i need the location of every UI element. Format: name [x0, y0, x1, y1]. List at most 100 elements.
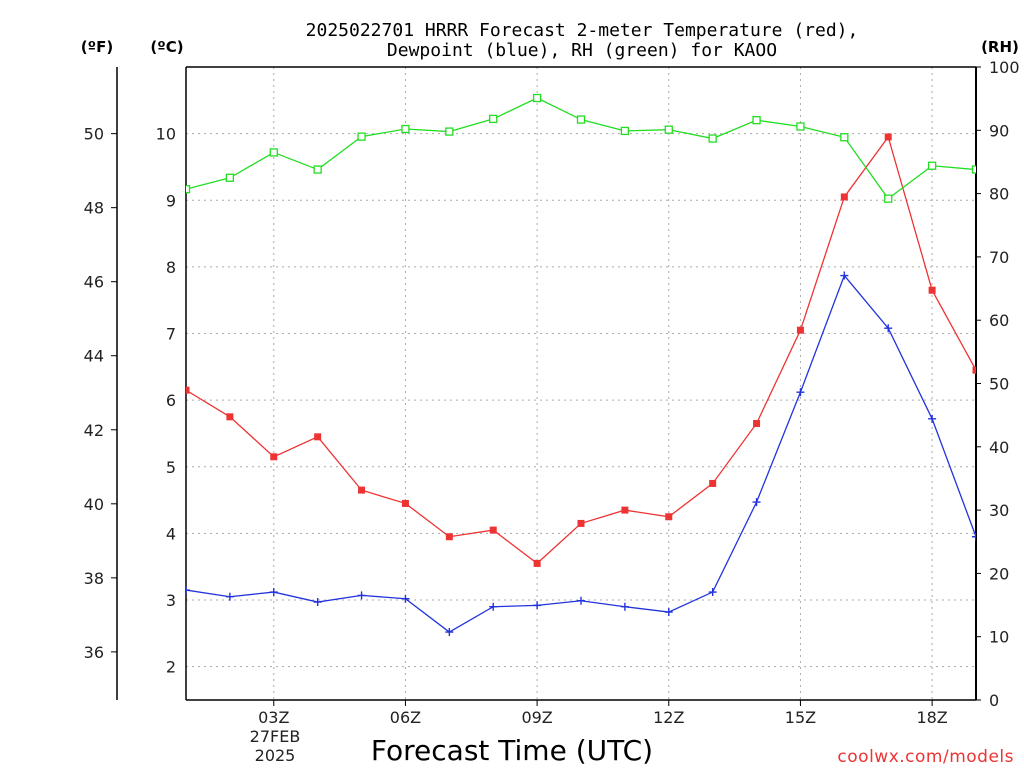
- dewpoint-point: [620, 602, 629, 611]
- rh-tick-label: 60: [989, 311, 1009, 330]
- temperature-point: [928, 286, 936, 294]
- series-line-rh: [186, 97, 976, 200]
- x-tick-label: 06Z: [390, 708, 421, 727]
- fahrenheit-tick-label: 40: [84, 495, 104, 514]
- date-label-year: 2025: [255, 746, 296, 765]
- rh-point: [186, 185, 191, 194]
- x-axis-title: Forecast Time (UTC): [371, 734, 653, 767]
- dewpoint-point: [708, 588, 717, 597]
- chart-title-line-2: Dewpoint (blue), RH (green) for KAOO: [387, 40, 777, 61]
- temperature-point: [226, 413, 234, 421]
- dewpoint-point: [884, 324, 893, 333]
- rh-tick-label: 40: [989, 438, 1009, 457]
- dewpoint-point: [225, 592, 234, 601]
- x-tick-label: 15Z: [785, 708, 816, 727]
- data-series: [186, 93, 976, 637]
- rh-point: [927, 161, 937, 170]
- rh-point: [357, 132, 366, 141]
- dewpoint-point: [186, 586, 190, 595]
- rh-point: [796, 122, 805, 131]
- date-label-day: 27FEB: [250, 727, 301, 746]
- series-temperature: [186, 133, 976, 567]
- celsius-unit-label: (ºC): [150, 38, 183, 56]
- dewpoint-point: [357, 591, 366, 600]
- axes: [111, 66, 981, 706]
- rh-unit-label: (RH): [981, 38, 1019, 56]
- x-tick-label: 09Z: [521, 708, 552, 727]
- rh-point: [971, 165, 976, 174]
- temperature-point: [621, 506, 629, 514]
- dewpoint-point: [313, 598, 322, 607]
- rh-point: [269, 148, 278, 157]
- temperature-point: [186, 386, 190, 394]
- credit-watermark: coolwx.com/models: [837, 747, 1014, 767]
- series-line-dewpoint: [186, 274, 976, 633]
- tick-labels: 2 3 4 5 6 7 8 9 10 03Z 06Z 09Z 12Z 15Z 18Z 36 38 40 42 44 46…: [84, 58, 1020, 727]
- fahrenheit-tick-label: 48: [84, 199, 104, 218]
- rh-point: [576, 115, 586, 124]
- rh-tick-label: 70: [989, 248, 1009, 267]
- dewpoint-point: [752, 498, 761, 507]
- series-rh: [186, 93, 976, 203]
- fahrenheit-unit-label: (ºF): [81, 38, 113, 56]
- celsius-tick-label: 8: [166, 258, 176, 277]
- series-dewpoint: [186, 271, 976, 637]
- fahrenheit-tick-label: 44: [84, 347, 104, 366]
- rh-point: [708, 134, 717, 143]
- rh-tick-label: 10: [989, 628, 1009, 647]
- rh-point: [489, 114, 498, 124]
- temperature-point: [577, 519, 585, 527]
- rh-point: [620, 126, 630, 136]
- celsius-tick-label: 5: [166, 458, 176, 477]
- dewpoint-point: [972, 532, 976, 541]
- fahrenheit-tick-label: 38: [84, 569, 104, 588]
- x-tick-label: 12Z: [653, 708, 684, 727]
- temperature-point: [884, 133, 892, 141]
- temperature-point: [796, 326, 804, 334]
- dewpoint-point: [269, 588, 278, 597]
- temperature-point: [665, 513, 673, 521]
- chart-title-line-1: 2025022701 HRRR Forecast 2-meter Tempera…: [306, 20, 859, 41]
- dewpoint-point: [840, 271, 849, 280]
- celsius-tick-label: 4: [166, 524, 176, 543]
- dewpoint-point: [664, 608, 673, 617]
- rh-tick-label: 30: [989, 501, 1009, 520]
- rh-tick-label: 20: [989, 564, 1009, 583]
- dewpoint-point: [928, 414, 937, 423]
- temperature-point: [358, 486, 366, 494]
- temperature-point: [401, 499, 409, 507]
- fahrenheit-tick-label: 36: [84, 643, 104, 662]
- rh-tick-label: 80: [989, 185, 1009, 204]
- rh-point: [884, 194, 893, 203]
- rh-point: [752, 116, 761, 125]
- celsius-tick-label: 10: [156, 125, 176, 144]
- fahrenheit-tick-label: 46: [84, 273, 104, 292]
- x-tick-label: 18Z: [916, 708, 947, 727]
- rh-tick-label: 0: [989, 691, 999, 710]
- rh-point: [401, 124, 410, 134]
- celsius-tick-label: 6: [166, 391, 176, 410]
- rh-tick-label: 100: [989, 58, 1020, 77]
- rh-point: [225, 173, 235, 182]
- fahrenheit-tick-label: 50: [84, 125, 104, 144]
- rh-tick-label: 50: [989, 375, 1009, 394]
- fahrenheit-tick-label: 42: [84, 421, 104, 440]
- rh-point: [532, 93, 542, 103]
- rh-point: [664, 125, 673, 134]
- dewpoint-point: [401, 594, 410, 603]
- rh-point: [840, 133, 849, 142]
- temperature-point: [840, 193, 848, 201]
- rh-tick-label: 90: [989, 121, 1009, 140]
- dewpoint-point: [577, 596, 585, 605]
- temperature-point: [445, 533, 453, 541]
- celsius-tick-label: 7: [166, 325, 176, 344]
- temperature-point: [533, 559, 541, 567]
- dewpoint-point: [445, 628, 454, 637]
- celsius-tick-label: 9: [166, 191, 176, 210]
- temperature-point: [709, 479, 717, 487]
- dewpoint-point: [489, 602, 498, 611]
- temperature-point: [314, 433, 322, 441]
- temperature-point: [972, 366, 976, 374]
- series-line-temperature: [186, 135, 976, 565]
